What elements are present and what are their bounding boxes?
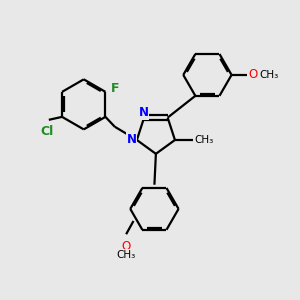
Text: N: N (139, 106, 148, 119)
Text: CH₃: CH₃ (259, 70, 278, 80)
Text: O: O (122, 239, 131, 253)
Text: N: N (127, 133, 137, 146)
Text: O: O (248, 68, 257, 81)
Text: Cl: Cl (40, 125, 54, 138)
Text: F: F (111, 82, 119, 95)
Text: CH₃: CH₃ (116, 250, 136, 260)
Text: CH₃: CH₃ (194, 135, 213, 145)
